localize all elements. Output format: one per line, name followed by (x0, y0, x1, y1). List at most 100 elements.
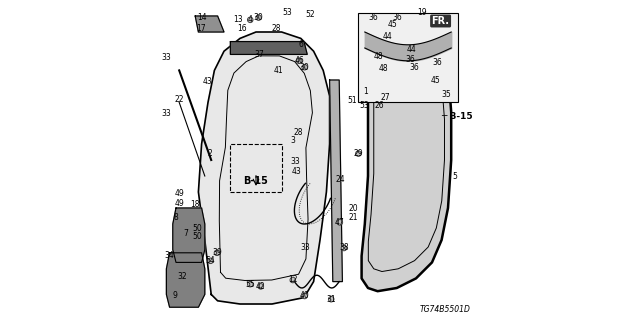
Text: 36: 36 (368, 13, 378, 22)
Circle shape (342, 246, 346, 250)
Polygon shape (362, 26, 451, 291)
Text: 5: 5 (452, 172, 457, 180)
Text: 45: 45 (431, 76, 441, 84)
Circle shape (303, 66, 307, 69)
Text: 36: 36 (432, 58, 442, 67)
Text: 31: 31 (326, 295, 336, 304)
Bar (230, 144, 282, 192)
Text: 1: 1 (363, 87, 368, 96)
Polygon shape (173, 208, 205, 262)
Text: 28: 28 (271, 24, 280, 33)
Text: 50: 50 (192, 232, 202, 241)
Circle shape (256, 15, 261, 20)
Text: 36: 36 (405, 55, 415, 64)
Text: 30: 30 (300, 63, 310, 72)
Circle shape (215, 251, 218, 254)
Text: TG74B5501D: TG74B5501D (420, 305, 470, 314)
Text: 21: 21 (349, 213, 358, 222)
Text: 22: 22 (175, 95, 184, 104)
Bar (358, 13, 458, 102)
Text: 51: 51 (348, 96, 358, 105)
Text: 45: 45 (388, 20, 398, 28)
Text: 24: 24 (336, 175, 346, 184)
Text: 17: 17 (196, 24, 206, 33)
Text: 12: 12 (288, 276, 298, 284)
Text: 40: 40 (300, 292, 310, 300)
Text: 28: 28 (294, 128, 303, 137)
Text: 54: 54 (205, 256, 216, 265)
Text: 7: 7 (184, 229, 189, 238)
Text: 43: 43 (202, 77, 212, 86)
Polygon shape (230, 42, 307, 54)
Text: 49: 49 (174, 189, 184, 198)
Circle shape (303, 294, 307, 298)
Text: 53: 53 (359, 101, 369, 110)
Text: 46: 46 (294, 56, 304, 65)
Text: 55: 55 (245, 280, 255, 289)
Text: 53: 53 (282, 8, 292, 17)
Text: 8: 8 (173, 213, 179, 222)
Circle shape (342, 245, 347, 251)
Circle shape (209, 259, 212, 262)
Text: 41: 41 (273, 66, 284, 75)
Text: 34: 34 (164, 252, 174, 260)
Text: FR.: FR. (431, 16, 450, 26)
Text: 26: 26 (374, 101, 384, 110)
Text: 36: 36 (410, 63, 419, 72)
Text: ─ B-15: ─ B-15 (441, 112, 472, 121)
Text: 30: 30 (253, 13, 264, 22)
Text: B-15: B-15 (244, 176, 268, 186)
Text: 18: 18 (191, 200, 200, 209)
Text: 9: 9 (173, 292, 178, 300)
Circle shape (214, 250, 220, 255)
Text: 49: 49 (175, 199, 185, 208)
Text: 48: 48 (373, 52, 383, 60)
Text: 3: 3 (291, 136, 295, 145)
Circle shape (291, 278, 294, 282)
Text: 19: 19 (417, 8, 428, 17)
Text: 50: 50 (192, 224, 202, 233)
Text: 37: 37 (254, 50, 264, 59)
Circle shape (302, 293, 307, 299)
Text: 48: 48 (378, 64, 388, 73)
Text: 29: 29 (353, 149, 364, 158)
Polygon shape (166, 253, 205, 307)
Text: 44: 44 (383, 32, 393, 41)
Text: 39: 39 (212, 248, 222, 257)
Text: 33: 33 (161, 109, 172, 118)
Text: 20: 20 (349, 204, 358, 212)
Circle shape (248, 282, 253, 287)
Text: 43: 43 (291, 167, 301, 176)
Polygon shape (330, 80, 342, 282)
Text: 16: 16 (237, 24, 246, 33)
Text: 52: 52 (305, 10, 315, 19)
Text: 27: 27 (381, 93, 390, 102)
Circle shape (249, 18, 252, 21)
Text: 33: 33 (161, 53, 172, 62)
Circle shape (248, 17, 253, 22)
Circle shape (357, 152, 360, 155)
Circle shape (259, 284, 264, 289)
Text: 2: 2 (207, 149, 212, 158)
Circle shape (297, 58, 302, 63)
Text: 13: 13 (234, 15, 243, 24)
Text: 38: 38 (339, 244, 349, 252)
Text: 47: 47 (335, 218, 345, 227)
Text: 42: 42 (256, 282, 266, 291)
Text: 6: 6 (298, 40, 303, 49)
Text: 14: 14 (196, 13, 207, 22)
Polygon shape (198, 32, 330, 304)
Text: 36: 36 (392, 13, 403, 22)
Circle shape (329, 297, 334, 302)
Text: 44: 44 (406, 45, 416, 54)
Circle shape (208, 258, 213, 263)
Circle shape (330, 298, 333, 301)
Text: 33: 33 (301, 244, 310, 252)
Circle shape (290, 277, 295, 283)
Circle shape (337, 220, 342, 225)
Circle shape (259, 285, 262, 288)
Circle shape (302, 65, 307, 70)
Polygon shape (195, 16, 224, 32)
Circle shape (298, 59, 301, 62)
Text: 33: 33 (290, 157, 300, 166)
